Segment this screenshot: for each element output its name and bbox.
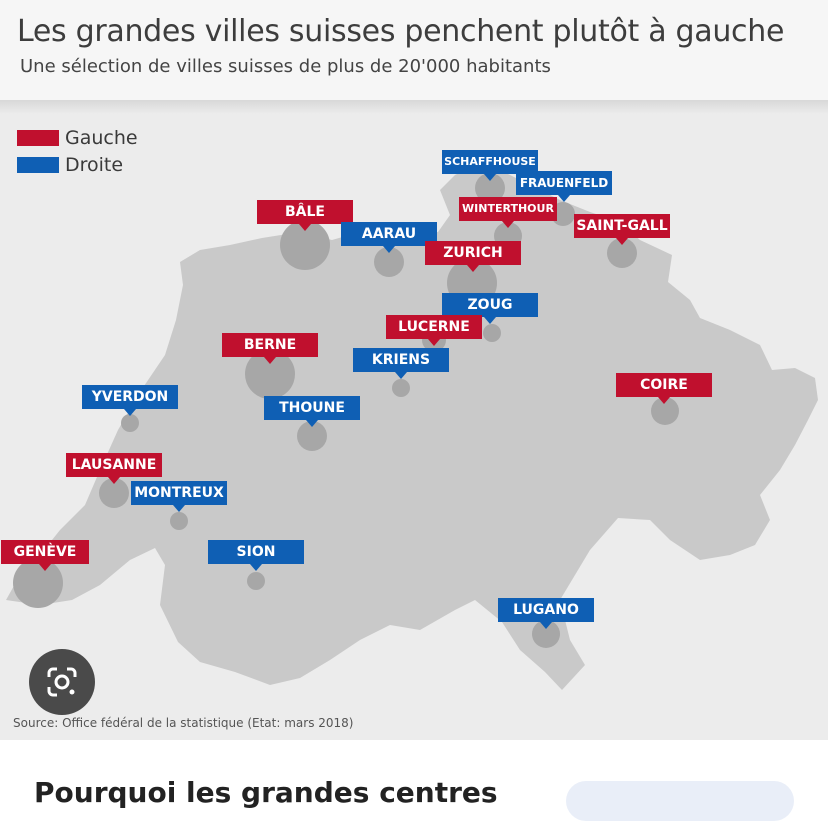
city-pointer xyxy=(484,174,496,181)
city-label-bale: BÂLE xyxy=(257,200,353,231)
header-shadow xyxy=(0,100,828,114)
city-label-schaffhouse: SCHAFFHOUSE xyxy=(442,150,538,181)
city-label-kriens: KRIENS xyxy=(353,348,449,379)
city-label-zurich: ZURICH xyxy=(425,241,521,272)
city-name: LUGANO xyxy=(513,602,579,618)
city-pointer xyxy=(250,564,262,571)
city-name: AARAU xyxy=(361,226,417,242)
city-name: BERNE xyxy=(243,337,297,353)
city-name: LAUSANNE xyxy=(71,457,157,473)
header: Les grandes villes suisses penchent plut… xyxy=(0,0,828,100)
city-pointer xyxy=(124,409,136,416)
city-name: WINTERTHOUR xyxy=(462,202,554,215)
google-lens-button[interactable] xyxy=(29,649,95,715)
city-pointer xyxy=(502,221,514,228)
city-pointer xyxy=(299,224,311,231)
legend-label-gauche: Gauche xyxy=(65,127,138,149)
city-pointer xyxy=(264,357,276,364)
city-pointer xyxy=(395,372,407,379)
city-name: ZOUG xyxy=(467,297,513,313)
source-note: Source: Office fédéral de la statistique… xyxy=(13,716,354,730)
city-pointer xyxy=(467,265,479,272)
city-pointer xyxy=(484,317,496,324)
city-pointer xyxy=(173,505,185,512)
city-label-lucerne: LUCERNE xyxy=(386,315,482,346)
city-name: THOUNE xyxy=(279,400,345,416)
city-dot-geneve xyxy=(13,558,63,608)
city-pointer xyxy=(383,246,395,253)
city-label-thoune: THOUNE xyxy=(264,396,360,427)
city-label-yverdon: YVERDON xyxy=(82,385,178,416)
city-name: MONTREUX xyxy=(134,485,224,501)
city-label-aarau: AARAU xyxy=(341,222,437,253)
city-label-lausanne: LAUSANNE xyxy=(66,453,162,484)
city-name: SAINT-GALL xyxy=(576,218,668,234)
city-label-berne: BERNE xyxy=(222,333,318,364)
city-pointer xyxy=(428,339,440,346)
legend-swatch-droite xyxy=(17,157,59,173)
city-label-geneve: GENÈVE xyxy=(1,540,89,571)
city-label-winterthour: WINTERTHOUR xyxy=(459,197,557,228)
city-dot-montreux xyxy=(170,512,188,530)
city-label-zoug: ZOUG xyxy=(442,293,538,324)
city-name: SCHAFFHOUSE xyxy=(444,155,536,168)
city-pointer xyxy=(658,397,670,404)
city-name: FRAUENFELD xyxy=(519,176,609,190)
legend-gauche: Gauche xyxy=(17,127,138,149)
city-pointer xyxy=(39,564,51,571)
page-subtitle: Une sélection de villes suisses de plus … xyxy=(20,56,551,77)
city-pointer xyxy=(108,477,120,484)
google-lens-icon xyxy=(47,667,77,697)
page-title: Les grandes villes suisses penchent plut… xyxy=(17,14,785,49)
action-pill[interactable] xyxy=(566,781,794,821)
city-label-saint-gall: SAINT-GALL xyxy=(574,214,670,245)
city-name: BÂLE xyxy=(285,204,325,220)
city-dot-zoug xyxy=(483,324,501,342)
city-pointer xyxy=(306,420,318,427)
city-name: COIRE xyxy=(640,377,688,393)
city-label-lugano: LUGANO xyxy=(498,598,594,629)
city-label-coire: COIRE xyxy=(616,373,712,404)
city-pointer xyxy=(558,195,570,202)
city-dot-sion xyxy=(247,572,265,590)
city-name: YVERDON xyxy=(91,389,169,405)
city-pointer xyxy=(540,622,552,629)
city-name: GENÈVE xyxy=(13,544,77,560)
city-name: KRIENS xyxy=(371,352,431,368)
city-dot-kriens xyxy=(392,379,410,397)
city-name: SION xyxy=(236,544,276,560)
city-label-frauenfeld: FRAUENFELD xyxy=(516,171,612,202)
city-label-montreux: MONTREUX xyxy=(131,481,227,512)
legend-label-droite: Droite xyxy=(65,154,124,176)
city-dot-yverdon xyxy=(121,414,139,432)
city-label-sion: SION xyxy=(208,540,304,571)
legend-droite: Droite xyxy=(17,154,123,176)
city-name: ZURICH xyxy=(443,245,503,261)
city-pointer xyxy=(616,238,628,245)
legend-swatch-gauche xyxy=(17,130,59,146)
city-name: LUCERNE xyxy=(398,319,470,335)
article-heading[interactable]: Pourquoi les grandes centres xyxy=(34,776,498,809)
